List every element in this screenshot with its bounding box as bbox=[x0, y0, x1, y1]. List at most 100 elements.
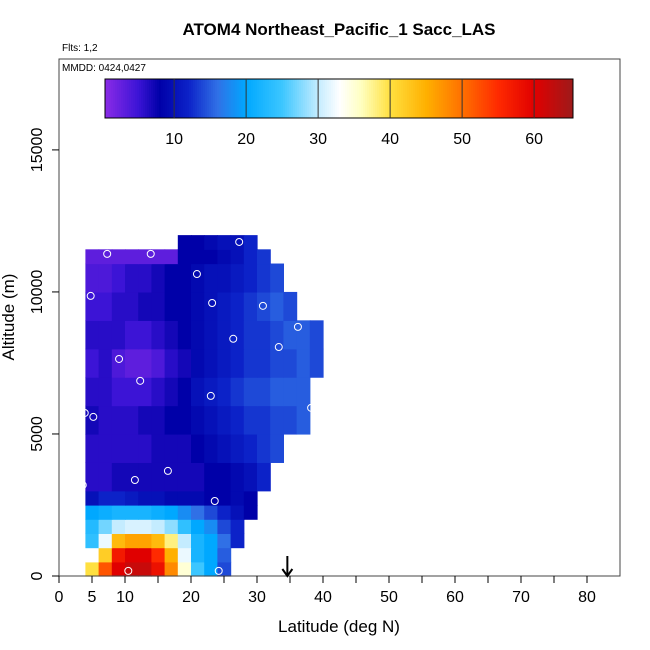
colorbar-segment bbox=[509, 79, 512, 118]
colorbar-segment bbox=[415, 79, 418, 118]
colorbar-segment bbox=[419, 79, 422, 118]
heatmap-cell bbox=[217, 348, 232, 378]
colorbar-segment bbox=[503, 79, 506, 118]
colorbar-segment bbox=[467, 79, 470, 118]
x-tick-label: 10 bbox=[116, 589, 134, 606]
heatmap-cell bbox=[111, 547, 126, 563]
colorbar-tick-label: 10 bbox=[165, 131, 183, 148]
heatmap-cell bbox=[204, 405, 218, 435]
colorbar-segment bbox=[571, 79, 574, 118]
colorbar-segment bbox=[567, 79, 570, 118]
colorbar-tick-label: 30 bbox=[309, 131, 327, 148]
colorbar-segment bbox=[321, 79, 324, 118]
heatmap-cell bbox=[98, 504, 113, 520]
colorbar-segment bbox=[279, 79, 282, 118]
colorbar-segment bbox=[263, 79, 266, 118]
colorbar-segment bbox=[365, 79, 368, 118]
heatmap-cell bbox=[243, 490, 258, 506]
colorbar-segment bbox=[149, 79, 152, 118]
colorbar-segment bbox=[333, 79, 336, 118]
colorbar-segment bbox=[303, 79, 306, 118]
colorbar-segment bbox=[473, 79, 476, 118]
heatmap-cell bbox=[230, 348, 245, 378]
heatmap-cell bbox=[257, 320, 271, 350]
colorbar-segment bbox=[367, 79, 370, 118]
heatmap-cell bbox=[191, 547, 205, 563]
heatmap-cell bbox=[164, 561, 179, 577]
x-tick-label: 20 bbox=[182, 589, 200, 606]
heatmap-cell bbox=[191, 320, 205, 350]
heatmap-cell bbox=[151, 320, 166, 350]
colorbar-tick-label: 20 bbox=[237, 131, 255, 148]
heatmap-cell bbox=[151, 547, 166, 563]
flight-point bbox=[214, 566, 223, 575]
heatmap-cell bbox=[204, 519, 218, 534]
colorbar-segment bbox=[109, 79, 112, 118]
colorbar-segment bbox=[549, 79, 552, 118]
heatmap-cell bbox=[164, 348, 179, 378]
heatmap-cell bbox=[98, 561, 113, 577]
heatmap-cell bbox=[125, 433, 139, 463]
heatmap-cell bbox=[243, 291, 258, 321]
heatmap-cell bbox=[177, 490, 192, 506]
colorbar-segment bbox=[505, 79, 508, 118]
colorbar-segment bbox=[361, 79, 364, 118]
colorbar-segment bbox=[417, 79, 420, 118]
colorbar-segment bbox=[561, 79, 564, 118]
heatmap-cell bbox=[111, 249, 126, 265]
colorbar-segment bbox=[547, 79, 550, 118]
colorbar-segment bbox=[551, 79, 554, 118]
heatmap-cell bbox=[243, 377, 258, 407]
heatmap-cell bbox=[191, 263, 205, 293]
heatmap-cell bbox=[296, 405, 311, 435]
heatmap-cell bbox=[138, 462, 152, 492]
colorbar-segment bbox=[341, 79, 344, 118]
colorbar-segment bbox=[545, 79, 548, 118]
colorbar-segment bbox=[403, 79, 406, 118]
heatmap-cell bbox=[151, 377, 166, 407]
colorbar-segment bbox=[381, 79, 384, 118]
heatmap-cell bbox=[217, 377, 232, 407]
colorbar-segment bbox=[477, 79, 480, 118]
heatmap-cell bbox=[217, 263, 232, 293]
heatmap-cell bbox=[111, 433, 126, 463]
heatmap-cell bbox=[164, 490, 179, 506]
flight-point bbox=[235, 237, 244, 246]
colorbar-segment bbox=[311, 79, 314, 118]
heatmap-cell bbox=[217, 405, 232, 435]
heatmap-cell bbox=[85, 249, 100, 265]
colorbar-segment bbox=[141, 79, 144, 118]
heatmap-cell bbox=[164, 547, 179, 563]
heatmap-cell bbox=[98, 490, 113, 506]
heatmap-cell bbox=[151, 291, 166, 321]
heatmap-cell bbox=[138, 561, 152, 577]
colorbar-segment bbox=[423, 79, 426, 118]
heatmap-cell bbox=[309, 320, 324, 350]
heatmap-cell bbox=[177, 547, 192, 563]
colorbar-segment bbox=[297, 79, 300, 118]
colorbar-segment bbox=[183, 79, 186, 118]
colorbar-segment bbox=[387, 79, 390, 118]
heatmap-cell bbox=[191, 490, 205, 506]
colorbar-segment bbox=[327, 79, 330, 118]
heatmap-cell bbox=[111, 348, 126, 378]
colorbar-segment bbox=[169, 79, 172, 118]
flight-point bbox=[146, 249, 155, 258]
heatmap-cell bbox=[191, 433, 205, 463]
colorbar-segment bbox=[189, 79, 192, 118]
heatmap-cell bbox=[283, 291, 298, 321]
heatmap-cell bbox=[85, 519, 100, 534]
colorbar-segment bbox=[323, 79, 326, 118]
heatmap-cell bbox=[204, 504, 218, 520]
colorbar-segment bbox=[527, 79, 530, 118]
colorbar-segment bbox=[219, 79, 222, 118]
heatmap-cell bbox=[217, 291, 232, 321]
heatmap-cell bbox=[151, 519, 166, 534]
heatmap-cell bbox=[177, 348, 192, 378]
colorbar-segment bbox=[407, 79, 410, 118]
heatmap-cell bbox=[191, 235, 205, 250]
colorbar-segment bbox=[439, 79, 442, 118]
heatmap-cell bbox=[283, 377, 298, 407]
colorbar-segment bbox=[557, 79, 560, 118]
